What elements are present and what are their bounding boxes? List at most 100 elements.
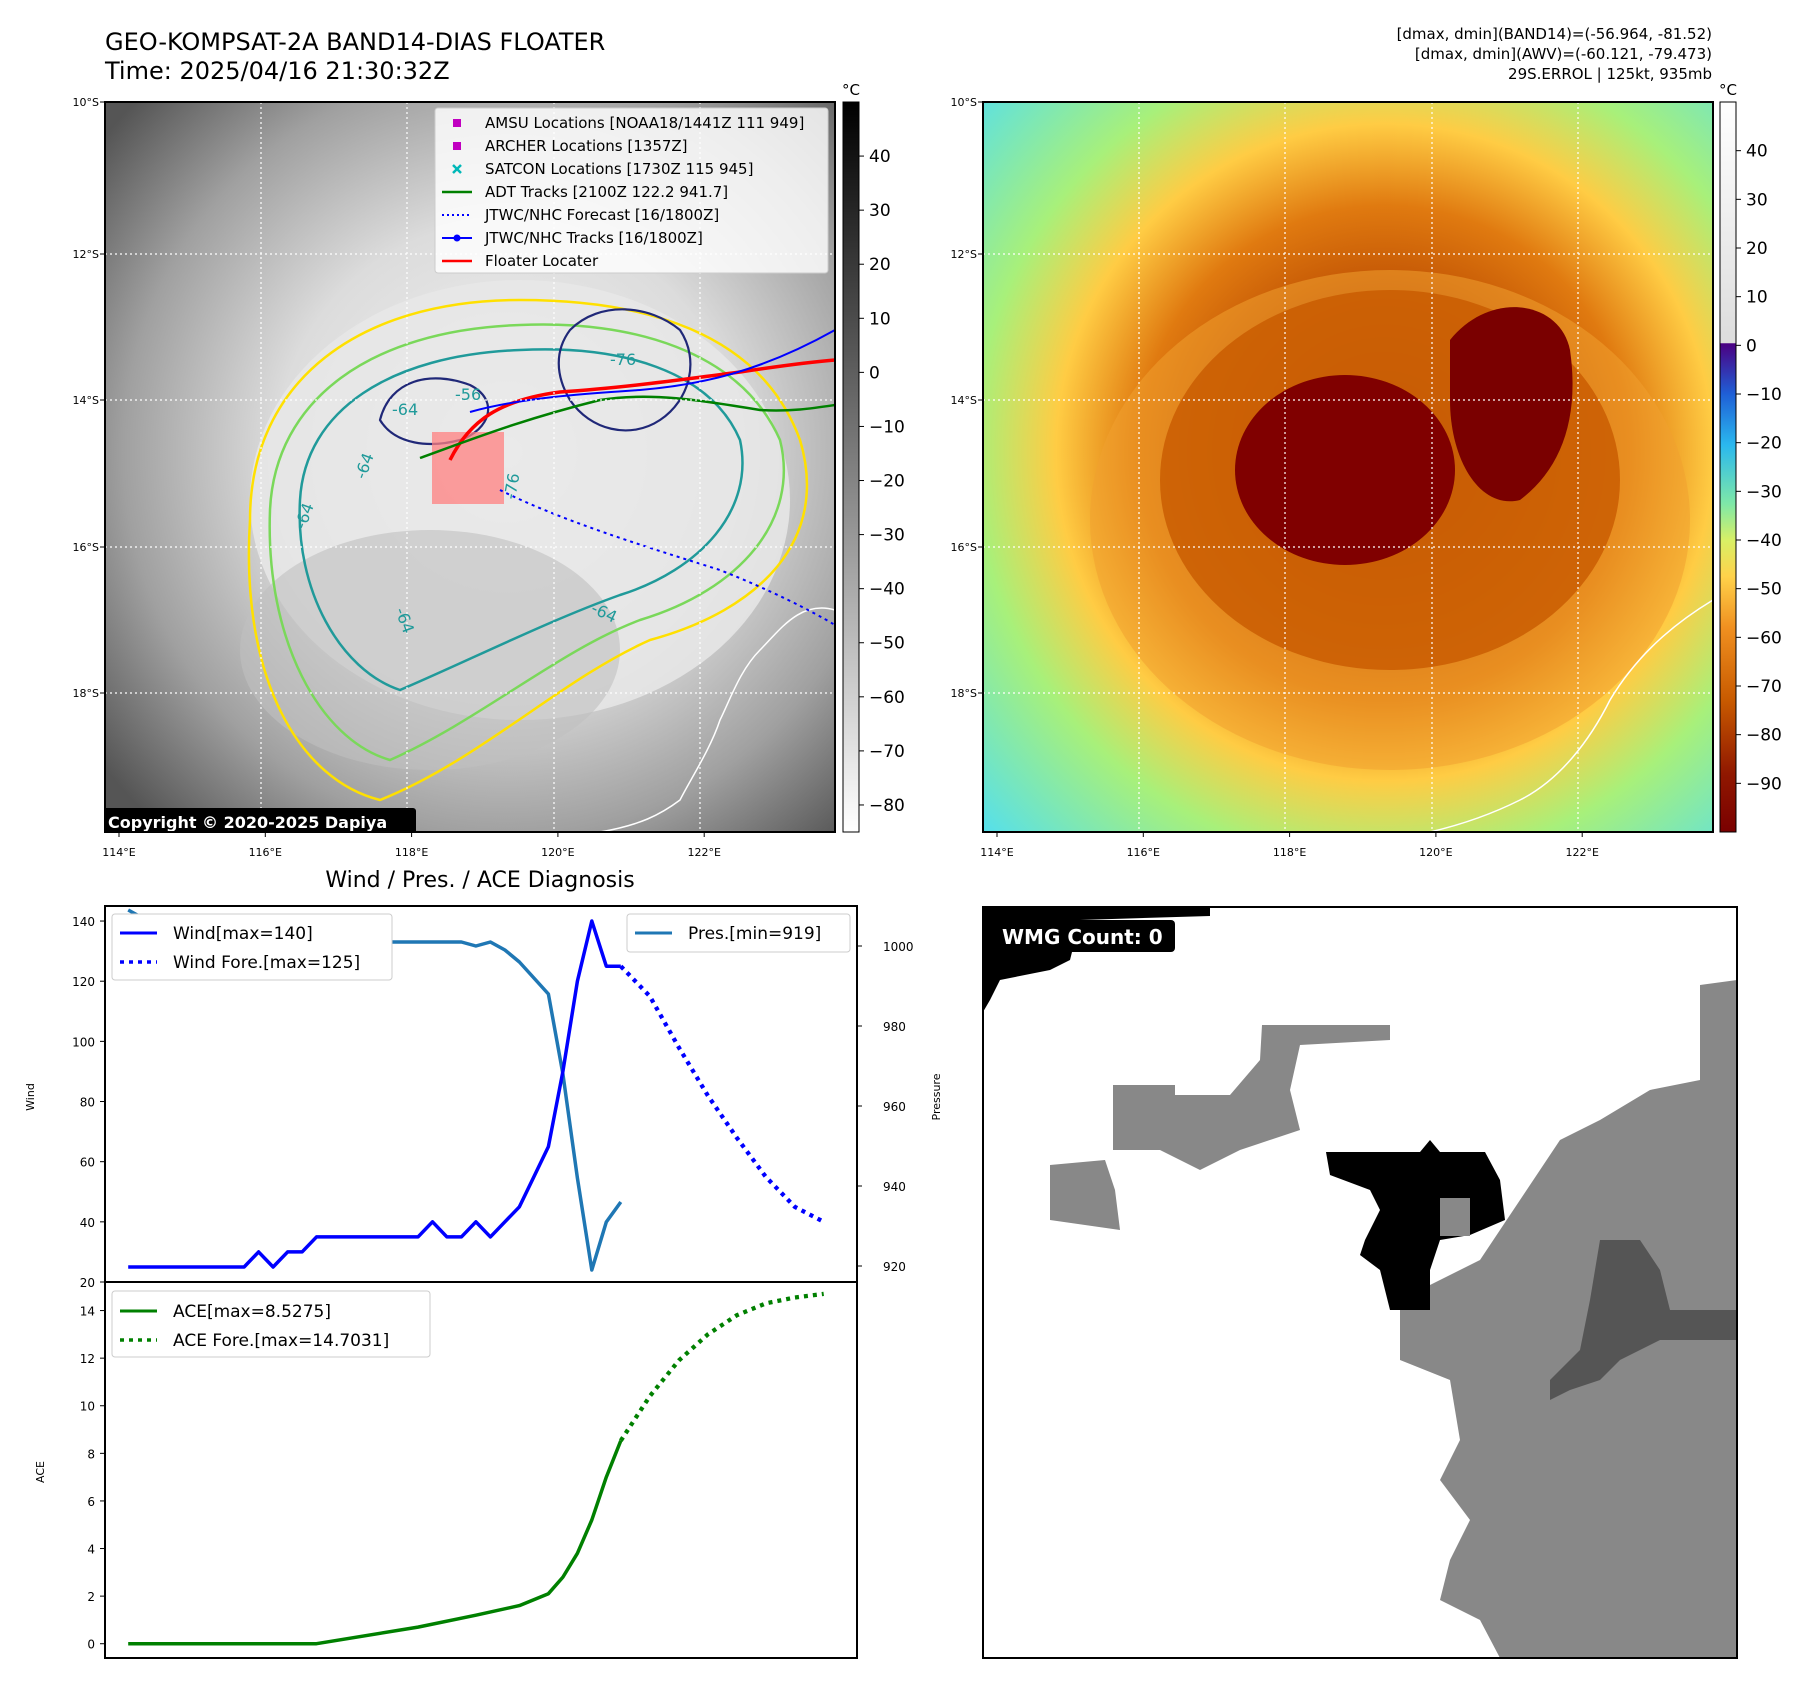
wmg-frame-border	[982, 906, 1738, 1659]
y-tick-label: 12	[80, 1352, 95, 1366]
left-satellite-map: -64 -64 -64 -76 -64 -64 -56 -76 Copyrigh…	[73, 81, 905, 859]
stats-line3: 29S.ERROL | 125kt, 935mb	[1508, 65, 1712, 83]
right-map-frame	[982, 101, 1714, 833]
ace-chart: 0 2 4 6 8 10 12 14 ACE ACE[max=8.5275] ACE Fore…	[34, 1281, 858, 1659]
y-tick-label: 8	[87, 1447, 95, 1461]
lon-tick-label: 120°E	[541, 846, 574, 859]
colorbar-tick-label: −60	[1746, 628, 1782, 648]
colorbar-tick-label: 30	[869, 201, 891, 221]
ace-fore-legend-label: ACE Fore.[max=14.7031]	[173, 1331, 389, 1351]
left-map-contour-lightgreen	[268, 323, 786, 762]
copyright-text: Copyright © 2020-2025 Dapiya	[108, 813, 387, 832]
y2-tick-label: 1000	[883, 940, 914, 954]
wind-legend-box	[111, 913, 393, 981]
series-line	[128, 919, 621, 1269]
y-tick-label: 10	[80, 1400, 95, 1414]
colorbar-tick-label: −50	[1746, 580, 1782, 600]
wind-legend: Wind[max=140] Wind Fore.[max=125]	[111, 913, 393, 981]
wind-legend-label: Wind[max=140]	[173, 924, 313, 944]
colorbar-tick-label: −40	[1746, 531, 1782, 551]
y-tick-label: 6	[87, 1495, 95, 1509]
left-map-contour-teal	[298, 348, 744, 692]
lon-tick-label: 118°E	[395, 846, 428, 859]
diagnosis-title: Wind / Pres. / ACE Diagnosis	[325, 868, 634, 893]
lat-tick-label: 16°S	[73, 541, 99, 554]
colorbar-tick-label: 40	[1746, 142, 1768, 162]
lat-tick-label: 10°S	[73, 96, 99, 109]
lat-tick-label: 12°S	[951, 248, 977, 261]
map-legend: AMSU Locations [NOAA18/1441Z 111 949] ARC…	[434, 107, 829, 274]
y-tick-label: 60	[80, 1156, 95, 1170]
colorbar-tick-label: −10	[869, 417, 905, 437]
right-map-grid	[983, 102, 1713, 832]
colorbar-tick-label: −70	[869, 742, 905, 762]
right-satellite-map: 10°S 12°S 14°S 16°S 18°S 114°E 116°E 118°E 120°E…	[951, 81, 1782, 859]
legend-label: AMSU Locations [NOAA18/1441Z 111 949]	[485, 114, 804, 132]
y-tick-label: 2	[87, 1590, 95, 1604]
ace-axis-label: ACE	[34, 1461, 47, 1483]
ace-legend: ACE[max=8.5275] ACE Fore.[max=14.7031]	[111, 1290, 431, 1358]
wmg-region-gray-inset	[1440, 1198, 1470, 1236]
right-colorbar	[1719, 101, 1737, 833]
y2-tick-label: 940	[883, 1180, 906, 1194]
pressure-axis-label: Pressure	[930, 1073, 943, 1120]
colorbar-tick-label: −60	[869, 688, 905, 708]
series-line	[128, 1440, 623, 1646]
left-colorbar	[842, 101, 860, 833]
colorbar-tick-label: −10	[1746, 385, 1782, 405]
legend-marker	[453, 119, 461, 127]
wmg-region-black-center	[1326, 1140, 1505, 1310]
lon-tick-label: 116°E	[1127, 846, 1160, 859]
left-colorbar-unit: °C	[842, 81, 860, 99]
pressure-legend: Pres.[min=919]	[626, 913, 851, 953]
legend-label: SATCON Locations [1730Z 115 945]	[485, 160, 753, 178]
right-map-east-convection	[1450, 307, 1573, 502]
contour-label: -76	[610, 350, 636, 369]
adt-track	[419, 395, 835, 460]
lon-tick-label: 122°E	[1565, 846, 1598, 859]
legend-marker	[452, 164, 462, 174]
pressure-legend-label: Pres.[min=919]	[688, 924, 821, 944]
jtwc-forecast-track	[499, 489, 835, 626]
lon-tick-label: 122°E	[687, 846, 720, 859]
right-colorbar-unit: °C	[1719, 81, 1737, 99]
wmg-region-darkgray	[1550, 1240, 1737, 1400]
wmg-region-gray-nw	[1113, 1025, 1390, 1170]
colorbar-tick-label: −30	[1746, 482, 1782, 502]
lon-tick-label: 114°E	[102, 846, 135, 859]
legend-label: JTWC/NHC Tracks [16/1800Z]	[484, 229, 703, 247]
colorbar-tick-label: 20	[1746, 239, 1768, 259]
series-line	[619, 964, 825, 1224]
right-map-eyewall	[1235, 375, 1455, 565]
colorbar-tick-label: −70	[1746, 677, 1782, 697]
y-tick-label: 80	[80, 1096, 95, 1110]
lat-tick-label: 14°S	[951, 394, 977, 407]
colorbar-tick-label: 0	[869, 363, 880, 383]
lon-tick-label: 118°E	[1273, 846, 1306, 859]
legend-marker-dot	[453, 234, 461, 242]
stats-line2: [dmax, dmin](AWV)=(-60.121, -79.473)	[1415, 45, 1712, 63]
wmg-count-label: WMG Count: 0	[1002, 925, 1163, 949]
colorbar-tick-label: 0	[1746, 336, 1757, 356]
legend-label: Floater Locater	[485, 252, 599, 270]
legend-label: JTWC/NHC Forecast [16/1800Z]	[484, 206, 719, 224]
colorbar-tick-label: 40	[869, 147, 891, 167]
y-tick-label: 100	[72, 1035, 95, 1049]
legend-label: ADT Tracks [2100Z 122.2 941.7]	[485, 183, 728, 201]
wind-fore-legend-label: Wind Fore.[max=125]	[173, 953, 360, 973]
copyright-box	[105, 808, 416, 832]
left-map-contour-yellow	[247, 298, 809, 802]
ace-legend-box	[111, 1290, 431, 1358]
ace-legend-label: ACE[max=8.5275]	[173, 1302, 331, 1322]
y-tick-label: 140	[72, 915, 95, 929]
legend-label: ARCHER Locations [1357Z]	[485, 137, 688, 155]
floater-locater-track	[448, 358, 835, 461]
left-map-contour-navy-east	[557, 308, 692, 432]
y-tick-label: 20	[80, 1276, 95, 1290]
figure-title-line1: GEO-KOMPSAT-2A BAND14-DIAS FLOATER	[105, 28, 605, 56]
y-tick-label: 14	[80, 1305, 95, 1319]
floater-box	[432, 432, 504, 504]
left-map-outer-band	[240, 530, 620, 770]
colorbar-tick-label: 10	[869, 309, 891, 329]
